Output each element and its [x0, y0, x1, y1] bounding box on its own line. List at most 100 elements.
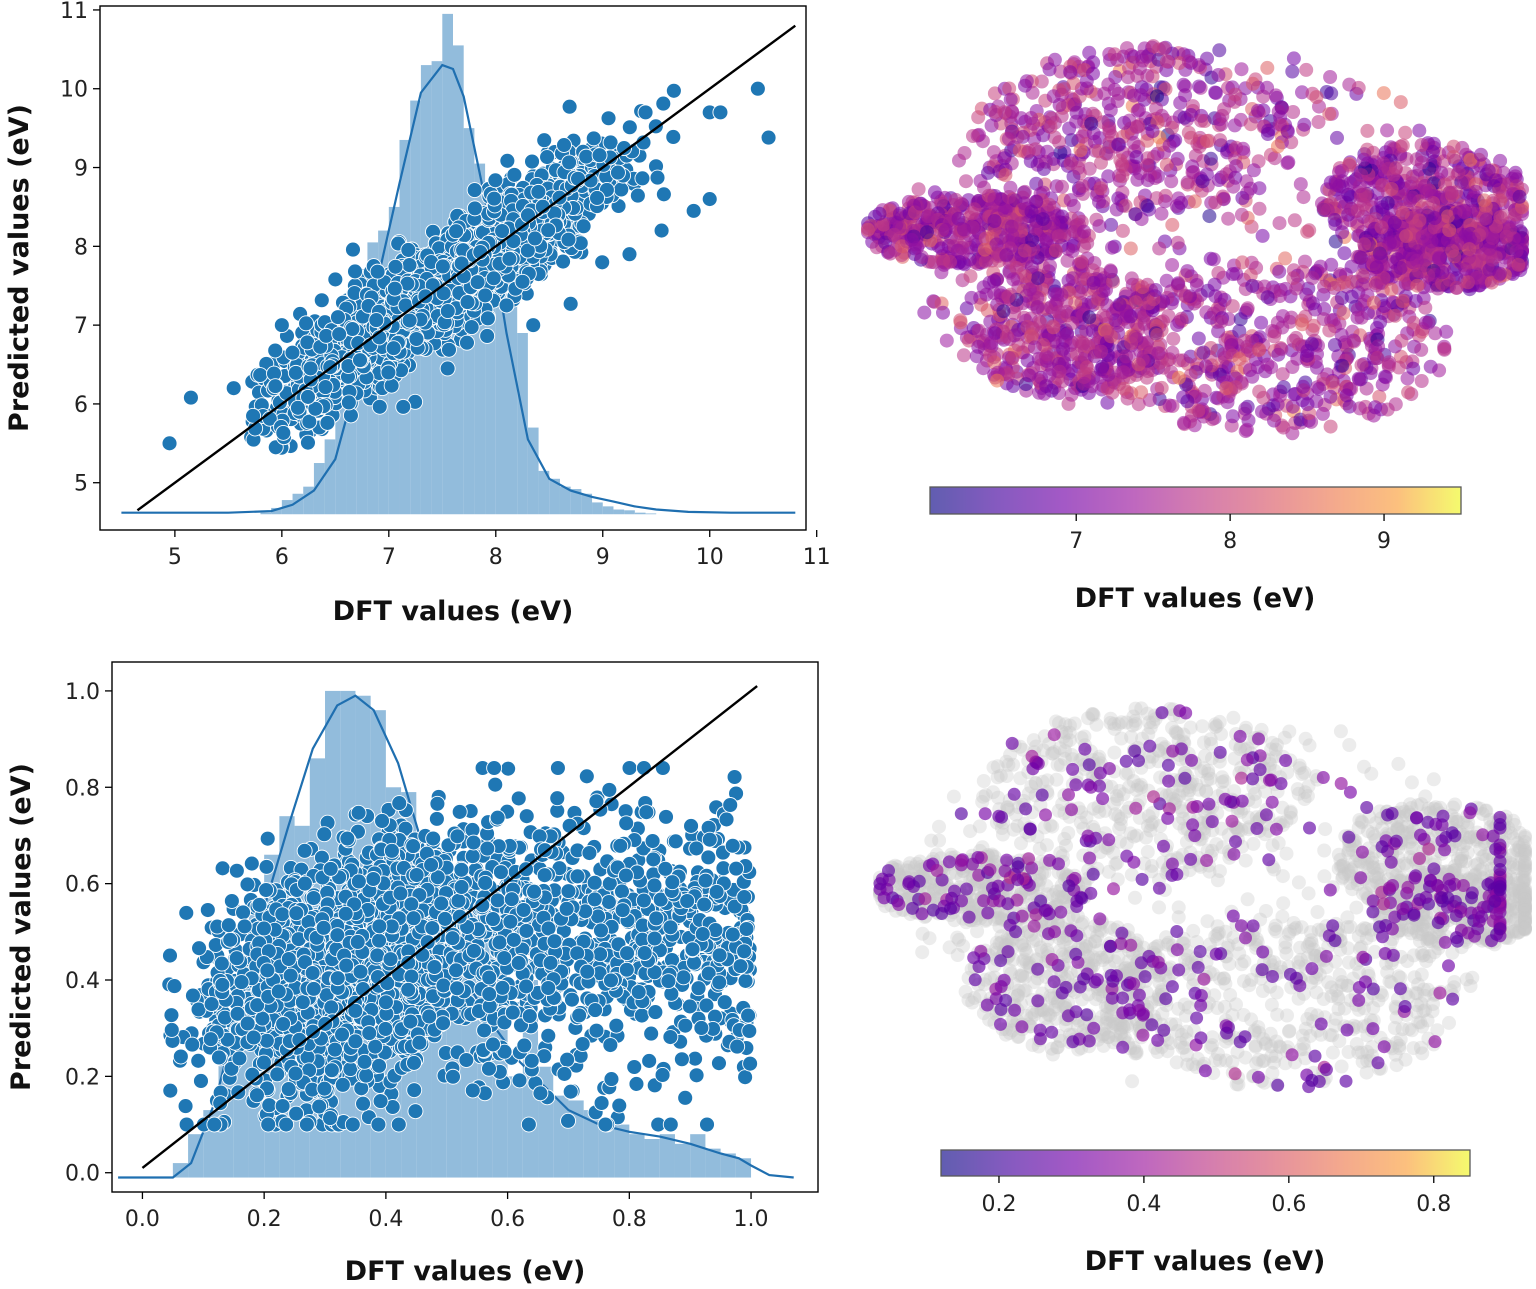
scatter-point [327, 271, 344, 288]
embedding-point [1287, 213, 1302, 228]
embedding-point [1376, 86, 1391, 101]
histogram-bar [527, 427, 539, 515]
scatter-point [655, 95, 672, 112]
scatter-point [665, 82, 682, 99]
scatter-point [665, 129, 682, 145]
embedding-point [1212, 43, 1227, 58]
embedding-point [1123, 241, 1138, 256]
embedding-point [1311, 115, 1326, 129]
scatter-point [613, 181, 630, 198]
scatter-point [501, 250, 518, 267]
embedding-point [1254, 315, 1269, 330]
scatter-point [371, 398, 388, 415]
histogram-bar [538, 470, 550, 515]
embedding-point [1293, 177, 1308, 192]
scatter-point [477, 287, 494, 304]
histogram-bar [271, 507, 282, 515]
embedding-point [1196, 345, 1211, 360]
scatter-point [387, 258, 404, 275]
scatter-point [712, 104, 729, 121]
scatter-point [408, 331, 425, 347]
histogram-bar [549, 478, 560, 515]
histogram-bar [634, 512, 646, 515]
embedding-point [1109, 202, 1124, 217]
embedding-point [1315, 406, 1330, 421]
embedding-point [1393, 95, 1408, 110]
embedding-point [1323, 70, 1338, 84]
x-tick-label: 11 [803, 545, 831, 570]
embedding-point [981, 165, 995, 180]
scatter-point [466, 182, 483, 199]
scatter-point [267, 342, 284, 359]
embedding-point [1255, 228, 1270, 243]
scatter-point [526, 230, 543, 247]
embedding-point [1285, 399, 1300, 414]
scatter-point [459, 294, 476, 311]
y-tick-label: 7 [74, 314, 88, 339]
embedding-point [1300, 224, 1315, 239]
scatter-point [302, 360, 319, 377]
embedding-point [1412, 123, 1427, 138]
scatter-point [494, 223, 511, 239]
scatter-point [385, 340, 402, 357]
histogram-bar [613, 509, 625, 515]
scatter-point [649, 169, 666, 186]
scatter-point [331, 326, 348, 343]
scatter-point [448, 223, 465, 240]
embedding-point [1015, 129, 1030, 144]
embedding-point [1286, 51, 1301, 66]
embedding-point [1166, 331, 1181, 346]
embedding-point [1225, 409, 1240, 424]
scatter-point [685, 202, 702, 219]
histogram-bar [260, 512, 272, 515]
embedding-point [1019, 74, 1034, 89]
histogram-bar [570, 489, 582, 515]
y-tick-label: 6 [74, 393, 88, 418]
scatter-point [352, 352, 368, 369]
embedding-point [957, 146, 972, 160]
scatter-point [466, 200, 483, 217]
embedding-point [1337, 275, 1352, 290]
embedding-point [1285, 64, 1300, 79]
scatter-point [401, 257, 418, 274]
scatter-point [749, 80, 766, 97]
scatter-point [655, 186, 672, 203]
kde-line [121, 63, 796, 514]
embedding-point [1020, 353, 1035, 368]
scatter-point [561, 154, 578, 171]
scatter-point [760, 129, 777, 146]
embedding-point [917, 305, 932, 320]
scatter-point [637, 104, 654, 121]
scatter-point [591, 147, 608, 164]
x-tick-label: 7 [382, 545, 396, 570]
embedding-point [1162, 138, 1177, 153]
histogram-bar [346, 356, 357, 515]
embedding-point [1047, 52, 1062, 67]
embedding-point [1170, 235, 1185, 250]
scatter-point [439, 360, 456, 377]
scatter-point [317, 379, 334, 396]
embedding-point [1267, 413, 1281, 428]
scatter-point [347, 263, 363, 280]
scatter-point [161, 435, 178, 452]
scatter-point [540, 222, 557, 239]
histogram-bar [485, 206, 496, 515]
embedding-point [1260, 60, 1275, 75]
x-tick-label: 5 [168, 545, 182, 570]
scatter-point [486, 190, 503, 207]
embedding-point [1272, 216, 1287, 231]
histogram-bar [474, 163, 486, 515]
embedding-point [1187, 194, 1202, 209]
scatter-point [225, 380, 242, 397]
scatter-point [499, 152, 516, 169]
embedding-point [1154, 206, 1169, 221]
scatter-point [570, 170, 586, 187]
scatter-point [369, 263, 386, 280]
histogram-bar [581, 493, 593, 515]
histogram-bar [559, 486, 571, 515]
scatter-point [479, 310, 496, 327]
